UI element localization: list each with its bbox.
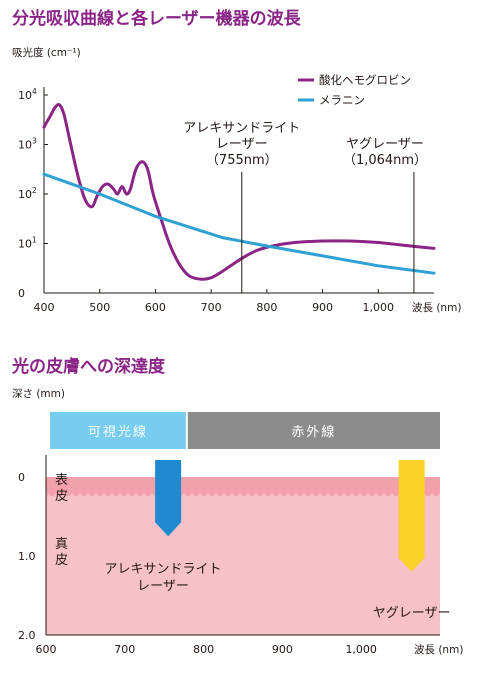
y-tick-label: 2.0 (18, 629, 36, 642)
y-tick-label: 103 (18, 137, 37, 152)
x-axis-label: 波長 (nm) (412, 301, 461, 314)
chart-title: 光の皮膚への深達度 (11, 356, 166, 377)
laser-label: ヤグレーザー (373, 606, 451, 621)
marker-annotation: （1,064nm） (343, 153, 427, 168)
x-tick-label: 500 (89, 301, 110, 314)
series-line-melanin (42, 172, 436, 275)
dermis-layer (46, 477, 440, 635)
skin-layer-label: 皮 (55, 489, 68, 504)
spectrum-band (187, 412, 440, 449)
y-tick-label: 0 (18, 287, 25, 300)
yag-laser-arrow (398, 460, 425, 572)
skin-layer-label: 表 (55, 473, 68, 488)
spectrum-band (50, 412, 186, 449)
x-tick-label: 700 (201, 301, 222, 314)
y-tick-label: 1.0 (18, 550, 36, 563)
x-tick-label: 900 (312, 301, 333, 314)
spectrum-band-label: 赤外線 (291, 424, 336, 440)
y-axis-label: 吸光度 (cm⁻¹) (12, 46, 81, 59)
y-tick-label: 102 (18, 186, 37, 201)
y-axis-label: 深さ (mm) (12, 388, 65, 400)
spectrum-band-label: 可視光線 (88, 424, 148, 440)
chart-title: 分光吸収曲線と各レーザー機器の波長 (12, 8, 302, 29)
x-tick-label: 800 (256, 301, 277, 314)
x-tick-label: 800 (193, 643, 214, 656)
x-tick-label: 700 (114, 643, 135, 656)
alexandrite-laser-arrow (155, 460, 182, 537)
y-tick-label: 101 (18, 236, 37, 251)
x-axis-label: 波長 (nm) (414, 643, 463, 656)
epidermis-layer (46, 477, 440, 497)
laser-label: アレキサンドライト (104, 562, 221, 577)
x-tick-label: 1,000 (345, 643, 377, 656)
x-tick-label: 900 (272, 643, 293, 656)
marker-annotation: （755nm） (206, 153, 278, 168)
x-tick-label: 600 (36, 643, 57, 656)
y-tick-label: 104 (18, 87, 37, 102)
marker-annotation: ヤグレーザー (346, 137, 424, 152)
x-tick-label: 600 (145, 301, 166, 314)
marker-annotation: レーザー (216, 137, 268, 152)
skin-layer-label: 真 (55, 537, 68, 552)
x-tick-label: 400 (34, 301, 55, 314)
legend-label: メラニン (319, 93, 365, 107)
legend-label: 酸化ヘモグロビン (319, 73, 411, 87)
laser-label: レーザー (137, 579, 189, 594)
skin-layer-label: 皮 (55, 553, 68, 568)
y-tick-label: 0 (18, 471, 25, 484)
marker-annotation: アレキサンドライト (183, 121, 300, 136)
x-tick-label: 1,000 (363, 301, 395, 314)
